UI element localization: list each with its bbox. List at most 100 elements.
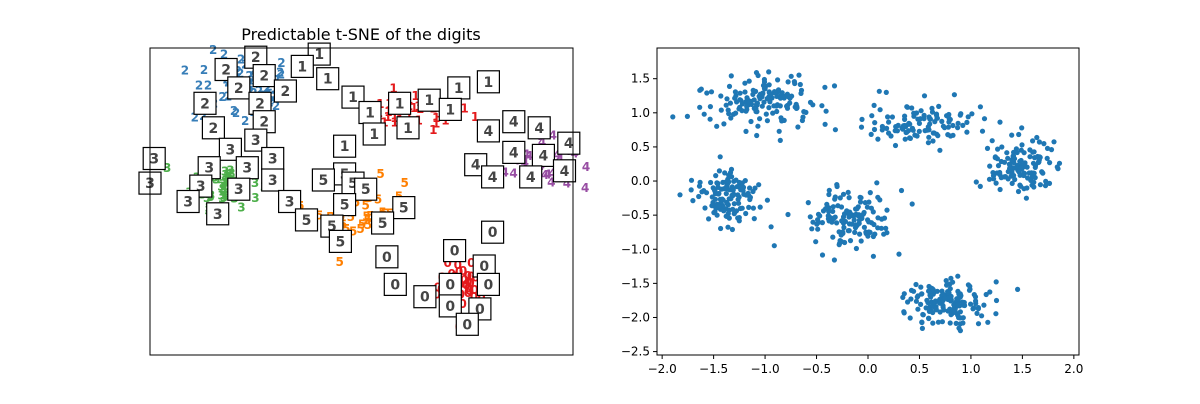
thumbnail-digit: 1 <box>424 93 434 109</box>
scatter-point <box>1044 155 1050 161</box>
scatter-point <box>757 204 763 210</box>
scatter-point <box>1026 170 1032 176</box>
digit-thumbnail: 1 <box>417 88 441 112</box>
scatter-point <box>971 305 977 311</box>
scatter-point <box>852 229 858 235</box>
scatter-point <box>1012 176 1018 183</box>
scatter-point <box>764 118 771 124</box>
thumbnail-digit: 4 <box>471 158 481 174</box>
scatter-point <box>753 108 759 115</box>
scatter-point <box>1034 134 1040 141</box>
scatter-point <box>878 225 885 231</box>
digit-thumbnail: 3 <box>261 168 285 192</box>
scatter-point <box>838 232 844 238</box>
scatter-point <box>853 245 860 252</box>
scatter-point <box>984 145 991 151</box>
scatter-point <box>728 73 734 79</box>
digit-label-point: 3 <box>219 183 227 197</box>
scatter-point <box>707 104 714 110</box>
thumbnail-digit: 0 <box>420 290 430 306</box>
y-tick-label: 1.5 <box>631 72 650 86</box>
scatter-point <box>870 253 877 259</box>
y-tick-label: −0.5 <box>621 208 650 222</box>
scatter-point <box>1025 175 1031 181</box>
scatter-point <box>778 115 784 121</box>
thumbnail-frame <box>142 146 166 171</box>
scatter-point <box>943 278 949 284</box>
scatter-point <box>736 215 742 221</box>
scatter-point <box>750 205 757 211</box>
y-tick-label: 0.5 <box>631 140 650 154</box>
digit-label-point: 0 <box>444 256 452 270</box>
scatter-point <box>975 305 982 311</box>
scatter-point <box>946 119 952 125</box>
thumbnail-digit: 2 <box>251 50 261 66</box>
thumbnail-frame <box>519 165 543 189</box>
scatter-point <box>1042 183 1049 189</box>
thumbnail-digit: 4 <box>509 115 519 131</box>
scatter-point <box>955 125 961 131</box>
scatter-point <box>736 200 742 206</box>
digit-thumbnail: 0 <box>438 294 462 318</box>
scatter-point <box>1006 161 1013 167</box>
thumbnail-digit: 3 <box>149 152 159 168</box>
thumbnail-frame <box>227 177 251 201</box>
digit-thumbnail: 2 <box>193 91 217 115</box>
scatter-point <box>721 121 727 127</box>
scatter-point <box>977 104 984 110</box>
thumbnail-frame <box>476 70 500 94</box>
thumbnail-digit: 1 <box>340 139 350 155</box>
scatter-point <box>822 121 828 127</box>
digit-label-point: 5 <box>315 209 323 223</box>
digit-thumbnail: 2 <box>273 79 297 103</box>
thumbnail-frame <box>201 116 225 140</box>
digit-label-point: 1 <box>471 110 479 124</box>
scatter-point <box>718 186 725 192</box>
thumbnail-digit: 4 <box>488 170 498 186</box>
scatter-point <box>889 114 896 120</box>
scatter-point <box>960 315 966 321</box>
scatter-point <box>898 187 905 194</box>
scatter-point <box>1010 153 1017 159</box>
scatter-point <box>997 119 1003 125</box>
scatter-point <box>737 90 743 96</box>
scatter-point <box>1014 149 1020 156</box>
scatter-point <box>861 224 868 230</box>
scatter-point <box>1044 145 1051 151</box>
digit-thumbnail: 5 <box>328 229 352 253</box>
scatter-point <box>830 234 836 240</box>
scatter-point <box>953 320 959 326</box>
scatter-point <box>969 111 975 117</box>
scatter-point <box>788 73 794 79</box>
digit-label-point: 4 <box>544 168 552 182</box>
scatter-point <box>866 219 872 225</box>
thumbnail-frame <box>481 220 505 244</box>
scatter-point <box>870 209 876 215</box>
scatter-point <box>999 144 1005 150</box>
scatter-point <box>797 81 803 88</box>
scatter-point <box>729 226 736 233</box>
scatter-point <box>760 91 766 97</box>
scatter-point <box>688 177 695 183</box>
scatter-point <box>885 114 891 120</box>
scatter-point <box>799 117 806 124</box>
scatter-point <box>876 88 882 94</box>
thumbnail-frame <box>244 128 268 152</box>
digit-label-point: 5 <box>401 176 409 190</box>
thumbnail-frame <box>438 97 462 122</box>
thumbnail-digit: 4 <box>526 170 536 186</box>
scatter-point <box>724 96 730 102</box>
scatter-point <box>769 95 775 101</box>
digit-thumbnail: 4 <box>481 165 505 189</box>
scatter-point <box>704 90 710 96</box>
scatter-point <box>697 104 703 110</box>
digit-label-point: 4 <box>522 147 530 161</box>
scatter-point <box>1054 164 1060 170</box>
digit-thumbnail: 2 <box>227 76 251 100</box>
scatter-point <box>750 91 756 97</box>
scatter-point <box>824 201 830 207</box>
scatter-point <box>1019 125 1025 131</box>
scatter-point <box>834 220 840 226</box>
x-tick-label: −1.5 <box>699 362 728 376</box>
digit-label-point: 0 <box>464 281 472 295</box>
